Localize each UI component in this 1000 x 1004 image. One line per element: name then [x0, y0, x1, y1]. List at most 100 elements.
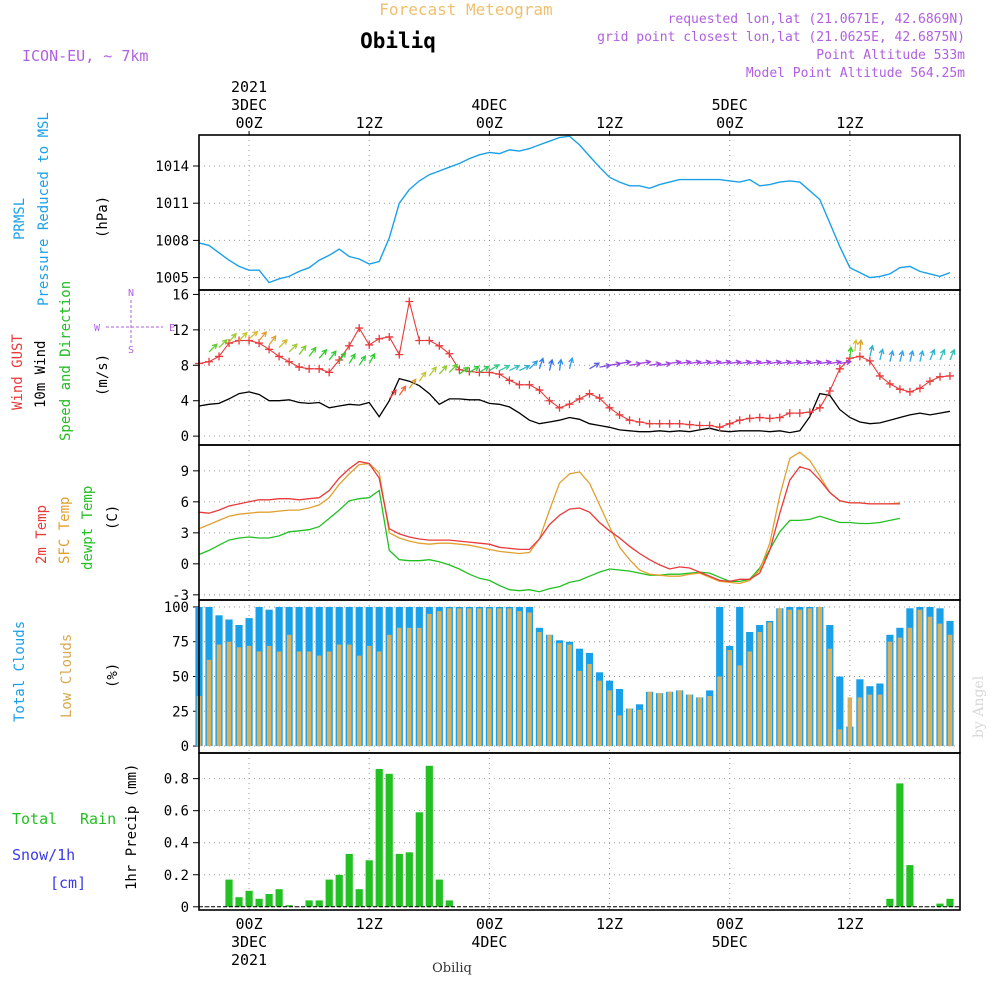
- top-time-label: 12Z: [356, 114, 383, 132]
- wind-direction-arrow: [479, 365, 490, 373]
- gust-marker: [615, 410, 624, 419]
- top-time-label: 12Z: [596, 114, 623, 132]
- wind-direction-arrow: [898, 349, 905, 362]
- clouds-panel: 0 25 50 75 100: [164, 599, 961, 755]
- low-clouds-bar: [927, 616, 933, 747]
- low-clouds-bar: [427, 613, 432, 746]
- wind-direction-arrow: [238, 331, 248, 341]
- wind-direction-arrow: [228, 332, 237, 343]
- wind-direction-arrow: [519, 364, 531, 372]
- gust-marker: [485, 368, 494, 377]
- wind-direction-arrow: [469, 365, 480, 373]
- gust-marker: [585, 389, 594, 398]
- gust-marker: [635, 417, 644, 426]
- rain-bar: [225, 879, 233, 907]
- wind-direction-arrow: [428, 366, 437, 377]
- gust-marker: [455, 365, 464, 374]
- gust-marker: [565, 400, 574, 409]
- wind-direction-arrow: [679, 359, 692, 366]
- y-tick-label: 1005: [155, 271, 189, 287]
- top-time-label: 00Z: [716, 114, 743, 132]
- low-clouds-bar: [497, 608, 502, 746]
- gust-marker: [935, 372, 944, 381]
- gust-marker: [405, 297, 414, 306]
- wind-direction-arrow: [839, 359, 853, 366]
- wind-direction-arrow: [629, 361, 642, 368]
- y-tick-label: 100: [164, 600, 189, 616]
- low-clouds-bar: [377, 651, 382, 747]
- low-clouds-bar: [467, 608, 472, 746]
- y-tick-label: 25: [172, 704, 189, 720]
- gust-marker: [205, 357, 214, 366]
- panel-frame: [198, 134, 961, 291]
- wind-direction-arrow: [918, 349, 925, 362]
- low-clouds-bar: [507, 608, 512, 746]
- y-tick-label: 9: [181, 464, 189, 480]
- y-tick-label: 50: [172, 670, 189, 686]
- top-time-label: 00Z: [476, 114, 503, 132]
- wind-direction-arrow: [538, 357, 545, 370]
- low-clouds-bar: [547, 634, 552, 747]
- low-clouds-bar: [347, 644, 352, 746]
- rain-bar: [355, 889, 363, 907]
- bottom-time-label: 12Z: [836, 915, 863, 933]
- gust-marker: [445, 349, 454, 358]
- gust-marker: [355, 324, 364, 333]
- wind-direction-arrow: [438, 364, 448, 375]
- wind-direction-arrow: [408, 378, 417, 389]
- low-clouds-bar: [517, 611, 522, 746]
- y-tick-label: 4: [181, 394, 189, 410]
- low-clouds-bar: [677, 690, 682, 746]
- top-time-label: 3DEC: [231, 96, 267, 114]
- gust-marker: [525, 380, 534, 389]
- gust-marker: [875, 371, 884, 380]
- rain-bar: [365, 860, 373, 907]
- low-clouds-bar: [837, 729, 843, 747]
- wind-direction-arrow: [328, 350, 337, 361]
- y-tick-label: 1014: [155, 159, 189, 175]
- rain-bar: [906, 865, 914, 907]
- top-time-label: 5DEC: [712, 96, 748, 114]
- low-clouds-bar: [537, 632, 542, 747]
- model-altitude: Model Point Altitude 564.25m: [746, 66, 965, 81]
- low-clouds-bar: [296, 651, 302, 747]
- y-tick-label: 1008: [155, 233, 189, 249]
- gust-marker: [425, 336, 434, 345]
- location-title: Obiliq: [360, 29, 436, 53]
- low-clouds-bar: [407, 627, 412, 746]
- rain-bar: [255, 898, 263, 907]
- top-time-label: 12Z: [836, 114, 863, 132]
- gust-marker: [495, 370, 504, 379]
- 2m-temp-label: 2m Temp: [34, 505, 50, 564]
- gust-marker: [645, 419, 654, 428]
- gust-marker: [865, 356, 874, 365]
- gust-marker: [695, 421, 704, 430]
- gust-marker: [715, 423, 724, 432]
- wind-direction-arrow: [749, 359, 762, 366]
- pressure-line: [198, 135, 951, 284]
- gust-marker: [805, 408, 814, 417]
- model-label: ICON-EU, ~ 7km: [22, 47, 148, 65]
- low-clouds-bar: [887, 641, 893, 746]
- temp-2m-line: [198, 460, 900, 583]
- wind-direction-arrow: [308, 346, 317, 357]
- dewpoint-line: [198, 489, 901, 593]
- wind-direction-arrow: [699, 359, 712, 366]
- gust-marker: [215, 352, 224, 361]
- gust-marker: [335, 355, 344, 364]
- wind-direction-arrow: [769, 359, 782, 366]
- low-clouds-bar: [737, 665, 742, 747]
- low-clouds-bar: [367, 645, 372, 746]
- wind-direction-arrow: [418, 371, 427, 382]
- sfc-temp-label: SFC Temp: [57, 497, 73, 564]
- low-clouds-bar: [687, 694, 692, 747]
- y-tick-label: 8: [181, 358, 189, 374]
- wind-direction-arrow: [669, 359, 682, 366]
- y-tick-label: 6: [181, 495, 189, 511]
- speed-direction-label: Speed and Direction: [58, 281, 74, 441]
- low-clouds-bar: [457, 608, 462, 746]
- low-clouds-bar: [487, 608, 492, 746]
- gust-marker: [735, 416, 744, 425]
- y-tick-label: 0: [181, 900, 189, 916]
